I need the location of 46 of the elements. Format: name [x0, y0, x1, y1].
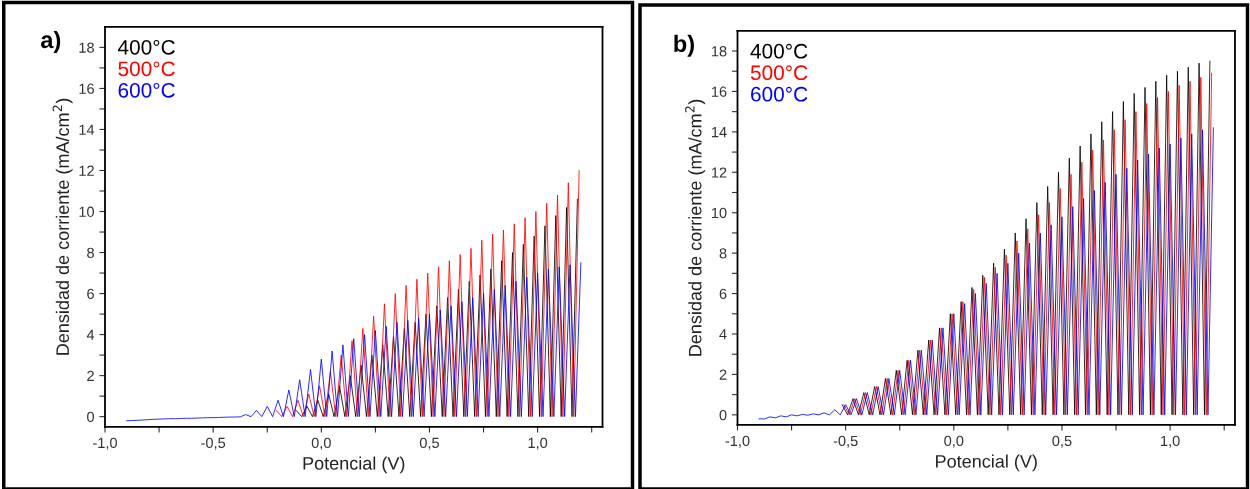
y-tick-label: 2	[719, 369, 727, 380]
text: 500°C	[750, 65, 808, 81]
y-tick-label: 14	[79, 124, 95, 135]
line-series	[126, 262, 582, 422]
y-tick-label: 18	[79, 42, 94, 53]
x-tick-label: -0,5	[201, 437, 226, 450]
x-tick-label: -0,5	[833, 435, 858, 448]
x-tick-label: 1,0	[528, 437, 548, 450]
y-tick-label: 0	[719, 409, 727, 421]
y-tick-label: 12	[711, 167, 727, 178]
y-tick-label: 4	[719, 329, 727, 340]
y-tick-label: 6	[87, 288, 94, 299]
y-tick-label: 2	[87, 370, 94, 381]
chart-title: b)	[674, 34, 694, 57]
x-tick-label: 0,0	[311, 437, 331, 450]
x-tick-label: -1,0	[93, 437, 117, 450]
text: 400°C	[750, 43, 808, 59]
y-tick-label: 10	[711, 207, 727, 219]
y-tick-label: 8	[87, 247, 94, 258]
y-tick-label: 12	[79, 165, 94, 176]
y-axis-title: Densidad de corriente (mA/cm$^{2}$)	[685, 99, 706, 356]
x-tick-label: 1,0	[1161, 435, 1180, 448]
chart-title: a)	[41, 30, 61, 53]
line-series	[275, 170, 580, 418]
line-series	[758, 127, 1214, 420]
y-tick-label: 0	[87, 411, 95, 423]
text: 400°C	[117, 39, 175, 55]
x-tick-label: 0,5	[1052, 435, 1072, 448]
y-axis-title: Densidad de corriente (mA/cm$^{2}$)	[52, 98, 73, 355]
y-tick-label: 4	[86, 329, 95, 340]
y-tick-label: 10	[79, 206, 95, 217]
x-tick-label: 0,0	[944, 435, 964, 448]
text: 600°C	[118, 82, 175, 98]
x-tick-label: -1,0	[725, 435, 750, 448]
y-tick-label: 6	[719, 288, 727, 299]
y-tick-label: 16	[79, 83, 94, 94]
line-series	[295, 198, 578, 418]
y-tick-label: 18	[711, 46, 727, 57]
y-tick-label: 8	[719, 248, 727, 259]
x-tick-label: 0,5	[419, 437, 439, 450]
y-tick-label: 14	[711, 127, 727, 138]
x-axis-title: Potencial (V)	[936, 454, 1037, 472]
y-tick-label: 16	[711, 86, 727, 97]
text: 600°C	[751, 86, 808, 102]
x-axis-title: Potencial (V)	[303, 456, 405, 474]
text: 500°C	[118, 61, 175, 77]
